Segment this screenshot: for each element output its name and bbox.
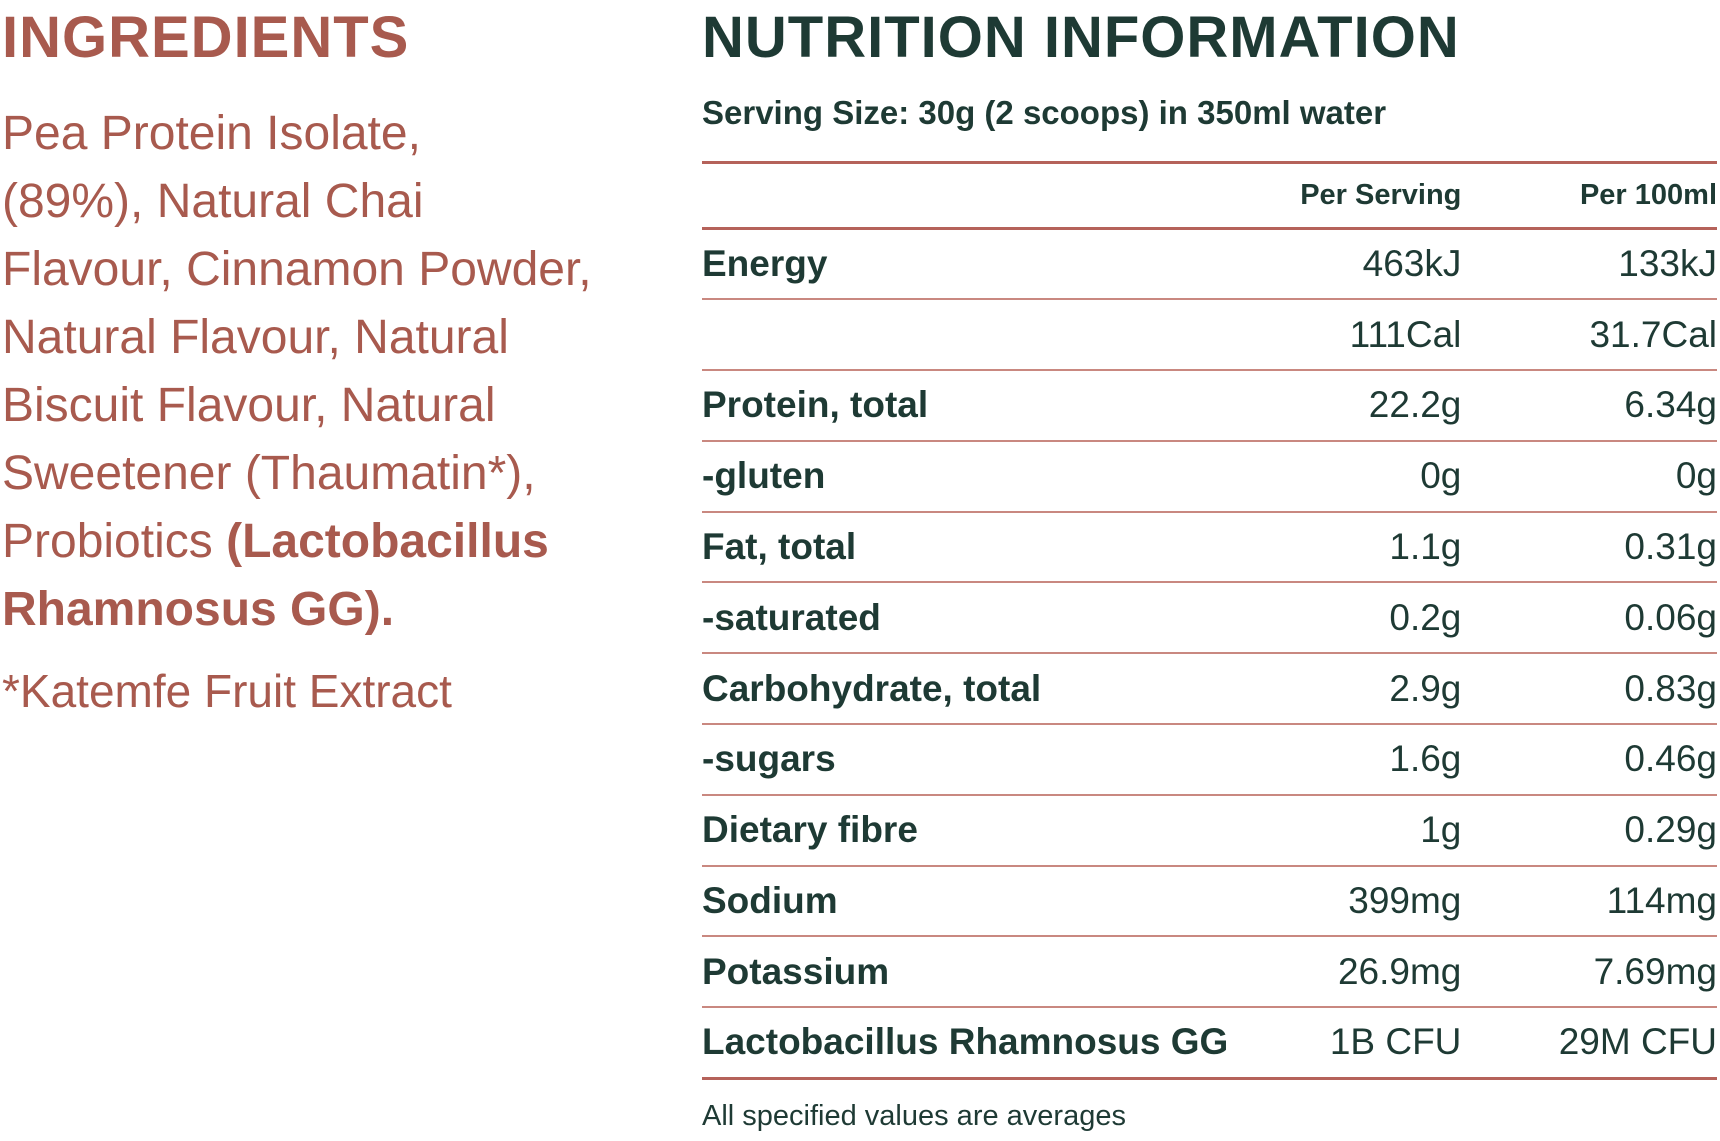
nutrition-footnote: All specified values are averages: [702, 1100, 1126, 1132]
ingredients-text: Pea Protein Isolate, (89%), Natural Chai F…: [2, 100, 592, 644]
nutrient-label: Carbohydrate, total: [702, 667, 1042, 709]
nutrient-value: 0g: [1420, 455, 1462, 497]
nutrient-label: [702, 299, 1228, 370]
ingredients-line: Probiotics (Lactobacillus: [2, 508, 592, 576]
nutrient-value: 463kJ: [1362, 243, 1462, 285]
ingredients-line: Sweetener (Thaumatin*),: [2, 440, 592, 508]
nutrient-row: Carbohydrate, total 2.9g 0.83g: [702, 653, 1717, 725]
nutrient-row: Protein, total 22.2g 6.34g: [702, 370, 1717, 441]
column-header: Per 100ml: [1579, 179, 1717, 211]
nutrient-label: -gluten: [702, 455, 826, 497]
column-header: Per Serving: [1300, 179, 1462, 211]
nutrient-value: 0.06g: [1624, 596, 1717, 638]
nutrient-value: 1.6g: [1389, 738, 1462, 780]
ingredient-text: Flavour, Cinnamon Powder,: [2, 243, 592, 296]
ingredients-line: Rhamnosus GG).: [2, 576, 592, 644]
nutrient-row: 111Cal 31.7Cal: [702, 299, 1717, 371]
ingredients-line: (89%), Natural Chai: [2, 168, 592, 236]
nutrient-value: 111Cal: [1349, 313, 1462, 355]
nutrient-label: Energy: [702, 243, 828, 285]
nutrient-row: Energy 463kJ 133kJ: [702, 229, 1717, 300]
nutrient-label: Dietary fibre: [702, 809, 918, 851]
nutrition-table: Per Serving Per 100ml Energy 463kJ 133kJ 111…: [702, 161, 1717, 1080]
ingredient-text: Pea Protein Isolate,: [2, 107, 421, 160]
nutrient-label: -saturated: [702, 596, 881, 638]
header-row: Per Serving Per 100ml: [702, 162, 1717, 229]
nutrient-value: 0.46g: [1624, 738, 1717, 780]
nutrient-label: Potassium: [702, 950, 890, 992]
nutrient-row: Lactobacillus Rhamnosus GG 1B CFU 29M CFU: [702, 1007, 1717, 1079]
nutrient-label: Lactobacillus Rhamnosus GG: [702, 1021, 1229, 1063]
nutrient-row: Sodium 399mg 114mg: [702, 866, 1717, 937]
nutrient-value: 0.83g: [1624, 667, 1717, 709]
ingredient-text: Sweetener (Thaumatin*),: [2, 447, 536, 500]
nutrient-value: 0g: [1675, 455, 1717, 497]
ingredients-footnote: *Katemfe Fruit Extract: [2, 665, 452, 717]
column-header: [702, 163, 1228, 229]
serving-size: Serving Size: 30g (2 scoops) in 350ml wa…: [702, 94, 1387, 131]
nutrient-label: Fat, total: [702, 526, 857, 568]
ingredient-text: Probiotics: [2, 515, 213, 568]
ingredients-line: Pea Protein Isolate,: [2, 100, 592, 168]
nutrient-value: 2.9g: [1389, 667, 1462, 709]
nutrient-value: 399mg: [1348, 880, 1462, 922]
nutrient-value: 114mg: [1606, 880, 1717, 922]
nutrient-row: -gluten 0g 0g: [702, 441, 1717, 512]
nutrient-row: Potassium 26.9mg 7.69mg: [702, 936, 1717, 1008]
nutrient-label: -sugars: [702, 738, 836, 780]
nutrient-value: 1B CFU: [1329, 1021, 1462, 1063]
nutrient-value: 26.9mg: [1337, 950, 1462, 992]
nutrient-value: 22.2g: [1368, 384, 1462, 426]
nutrient-row: Fat, total 1.1g 0.31g: [702, 512, 1717, 583]
nutrient-value: 31.7Cal: [1589, 313, 1717, 355]
nutrient-value: 6.34g: [1624, 384, 1717, 426]
ingredient-text: Natural Flavour, Natural: [2, 311, 509, 364]
ingredients-title: INGREDIENTS: [2, 5, 410, 70]
ingredient-bold: (Lactobacillus: [226, 515, 549, 568]
ingredient-text: Biscuit Flavour, Natural: [2, 379, 496, 432]
ingredients-line: Biscuit Flavour, Natural: [2, 372, 592, 440]
nutrient-row: Dietary fibre 1g 0.29g: [702, 795, 1717, 866]
nutrient-value: 0.31g: [1624, 526, 1717, 568]
nutrient-value: 133kJ: [1618, 243, 1717, 285]
ingredient-text: (89%), Natural Chai: [2, 175, 424, 228]
nutrient-value: 0.2g: [1389, 596, 1462, 638]
nutrient-value: 0.29g: [1624, 809, 1717, 851]
nutrient-label: Sodium: [702, 880, 838, 922]
ingredient-bold: Rhamnosus GG).: [2, 583, 395, 636]
ingredients-line: Flavour, Cinnamon Powder,: [2, 236, 592, 304]
nutrient-value: 1g: [1420, 809, 1462, 851]
nutrient-label: Protein, total: [702, 384, 929, 426]
nutrient-row: -sugars 1.6g 0.46g: [702, 724, 1717, 795]
nutrition-title: NUTRITION INFORMATION: [702, 5, 1460, 70]
nutrient-value: 7.69mg: [1593, 950, 1717, 992]
nutrient-row: -saturated 0.2g 0.06g: [702, 582, 1717, 654]
nutrient-value: 1.1g: [1389, 526, 1462, 568]
nutrient-value: 29M CFU: [1558, 1021, 1717, 1063]
ingredients-line: Natural Flavour, Natural: [2, 304, 592, 372]
